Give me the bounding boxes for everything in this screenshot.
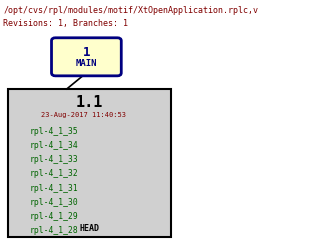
- Text: rpl-4_1_32: rpl-4_1_32: [29, 169, 78, 178]
- Text: rpl-4_1_31: rpl-4_1_31: [29, 184, 78, 192]
- Text: 1: 1: [82, 46, 90, 59]
- Text: rpl-4_1_29: rpl-4_1_29: [29, 212, 78, 221]
- Text: rpl-4_1_34: rpl-4_1_34: [29, 141, 78, 150]
- Text: 1.1: 1.1: [76, 95, 103, 110]
- Text: rpl-4_1_33: rpl-4_1_33: [29, 155, 78, 164]
- FancyBboxPatch shape: [52, 38, 121, 76]
- Text: MAIN: MAIN: [76, 59, 97, 68]
- Text: 23-Aug-2017 11:40:53: 23-Aug-2017 11:40:53: [41, 112, 126, 118]
- Text: rpl-4_1_35: rpl-4_1_35: [29, 127, 78, 136]
- Text: /opt/cvs/rpl/modules/motif/XtOpenApplication.rplc,v: /opt/cvs/rpl/modules/motif/XtOpenApplica…: [3, 6, 258, 15]
- Text: rpl-4_1_30: rpl-4_1_30: [29, 198, 78, 206]
- Text: Revisions: 1, Branches: 1: Revisions: 1, Branches: 1: [3, 19, 128, 27]
- Text: HEAD: HEAD: [80, 225, 100, 233]
- Bar: [8, 89, 171, 237]
- Text: rpl-4_1_28: rpl-4_1_28: [29, 226, 78, 235]
